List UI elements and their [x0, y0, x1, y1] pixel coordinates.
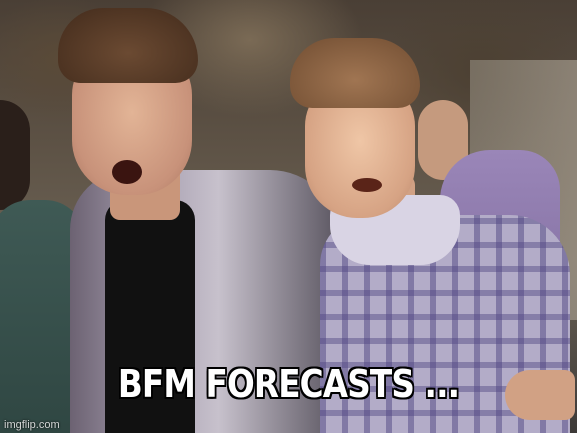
left-man-mouth	[112, 160, 142, 184]
right-man-hair	[290, 38, 420, 108]
imgflip-watermark: imgflip.com	[4, 419, 60, 431]
background-person-left-head	[0, 100, 30, 210]
meme-caption: BFM FORECASTS ...	[117, 362, 460, 406]
right-man-hand	[505, 370, 575, 420]
right-man-mouth	[352, 178, 382, 192]
left-man-hair	[58, 8, 198, 83]
left-man-shirt	[105, 200, 195, 433]
